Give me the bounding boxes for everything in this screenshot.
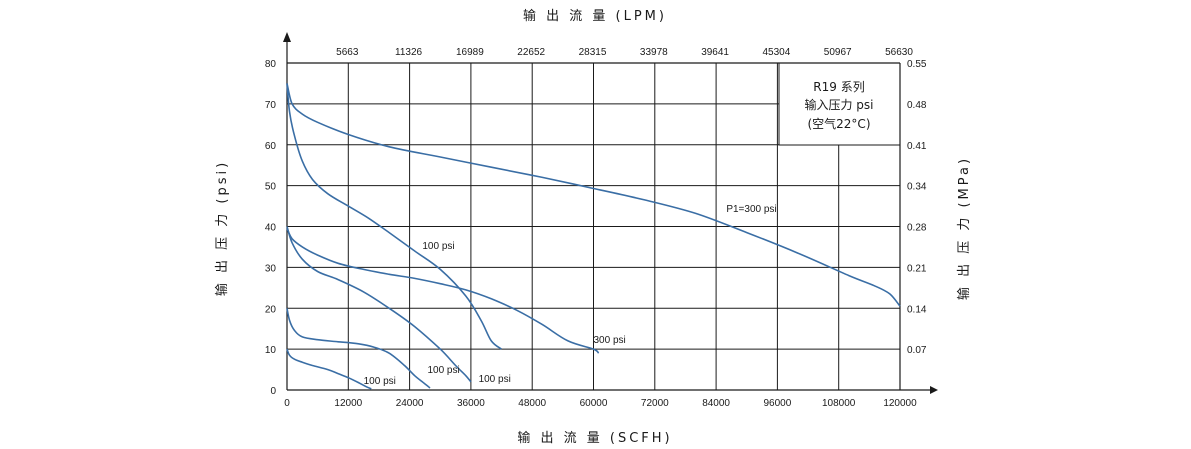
- top-tick-label: 5663: [336, 47, 359, 58]
- legend-box-border: [778, 63, 900, 146]
- right-tick-label: 0.07: [907, 345, 927, 356]
- x-tick-label: 108000: [822, 398, 856, 409]
- curve-series-4: [286, 308, 431, 389]
- x-tick-label: 96000: [763, 398, 791, 409]
- y-tick-label: 80: [265, 59, 277, 70]
- top-tick-label: 28315: [579, 47, 607, 58]
- curve-series-1: [286, 83, 502, 350]
- top-tick-label: 56630: [885, 47, 913, 58]
- curve-label: 100 psi: [364, 376, 396, 387]
- right-tick-label: 0.41: [907, 141, 927, 152]
- x-tick-label: 120000: [883, 398, 917, 409]
- legend-line-series: R19 系列: [813, 80, 864, 94]
- legend-line-input-pressure: 输入压力 psi: [804, 97, 873, 112]
- curve-label: P1=300 psi: [726, 204, 776, 215]
- x-axis-title: 输 出 流 量 (SCFH): [517, 430, 672, 446]
- top-tick-label: 45304: [762, 47, 790, 58]
- legend-line-condition: (空气22°C): [807, 116, 870, 131]
- y-tick-label: 10: [265, 345, 277, 356]
- curve-labels: P1=300 psi 100 psi 300 psi 100 psi 100 psi 10…: [364, 204, 777, 387]
- x-tick-label: 72000: [641, 398, 669, 409]
- curve-series-3: [286, 226, 472, 383]
- x-tick-label: 84000: [702, 398, 730, 409]
- curve-label: 300 psi: [594, 335, 626, 346]
- y-axis-title-right: 输 出 压 力 (MPa): [956, 156, 972, 300]
- y-tick-label: 20: [265, 304, 277, 315]
- top-tick-label: 11326: [395, 47, 423, 58]
- right-tick-label: 0.34: [907, 182, 927, 193]
- top-tick-label: 50967: [824, 47, 852, 58]
- curve-series-5: [286, 348, 372, 390]
- curves: [286, 83, 901, 390]
- y-tick-label: 40: [265, 223, 277, 234]
- top-axis-title: 输 出 流 量 (LPM): [523, 8, 667, 24]
- right-tick-label: 0.55: [907, 59, 927, 70]
- x-tick-label: 36000: [457, 398, 485, 409]
- grid: [287, 62, 900, 390]
- top-tick-label: 16989: [456, 47, 484, 58]
- top-tick-label: 22652: [517, 47, 545, 58]
- right-tick-label: 0.28: [907, 223, 927, 234]
- y-axis-title-left: 输 出 压 力 (psi): [214, 160, 230, 296]
- y-tick-label: 0: [270, 386, 276, 397]
- x-tick-label: 60000: [580, 398, 608, 409]
- legend-box: R19 系列 输入压力 psi (空气22°C): [804, 80, 873, 131]
- tick-labels: 0 12000 24000 36000 48000 60000 72000 84000 9600…: [265, 47, 927, 409]
- y-tick-label: 30: [265, 263, 277, 274]
- x-tick-label: 0: [284, 398, 290, 409]
- y-tick-label: 60: [265, 141, 277, 152]
- right-tick-label: 0.14: [907, 304, 927, 315]
- curve-label: 100 psi: [479, 374, 511, 385]
- x-axis-arrow: [930, 386, 938, 394]
- x-tick-label: 12000: [334, 398, 362, 409]
- x-tick-label: 48000: [518, 398, 546, 409]
- right-tick-label: 0.21: [907, 263, 927, 274]
- y-axis-arrow: [283, 32, 291, 42]
- curve-label: 100 psi: [422, 241, 454, 252]
- curve-label: 100 psi: [427, 365, 459, 376]
- curve-series-2: [286, 228, 600, 354]
- axes: [283, 32, 938, 394]
- y-tick-label: 50: [265, 182, 277, 193]
- top-tick-label: 33978: [640, 47, 668, 58]
- top-tick-label: 39641: [701, 47, 729, 58]
- x-tick-label: 24000: [396, 398, 424, 409]
- curve-series-0: [286, 83, 901, 307]
- y-tick-label: 70: [265, 100, 277, 111]
- right-tick-label: 0.48: [907, 100, 927, 111]
